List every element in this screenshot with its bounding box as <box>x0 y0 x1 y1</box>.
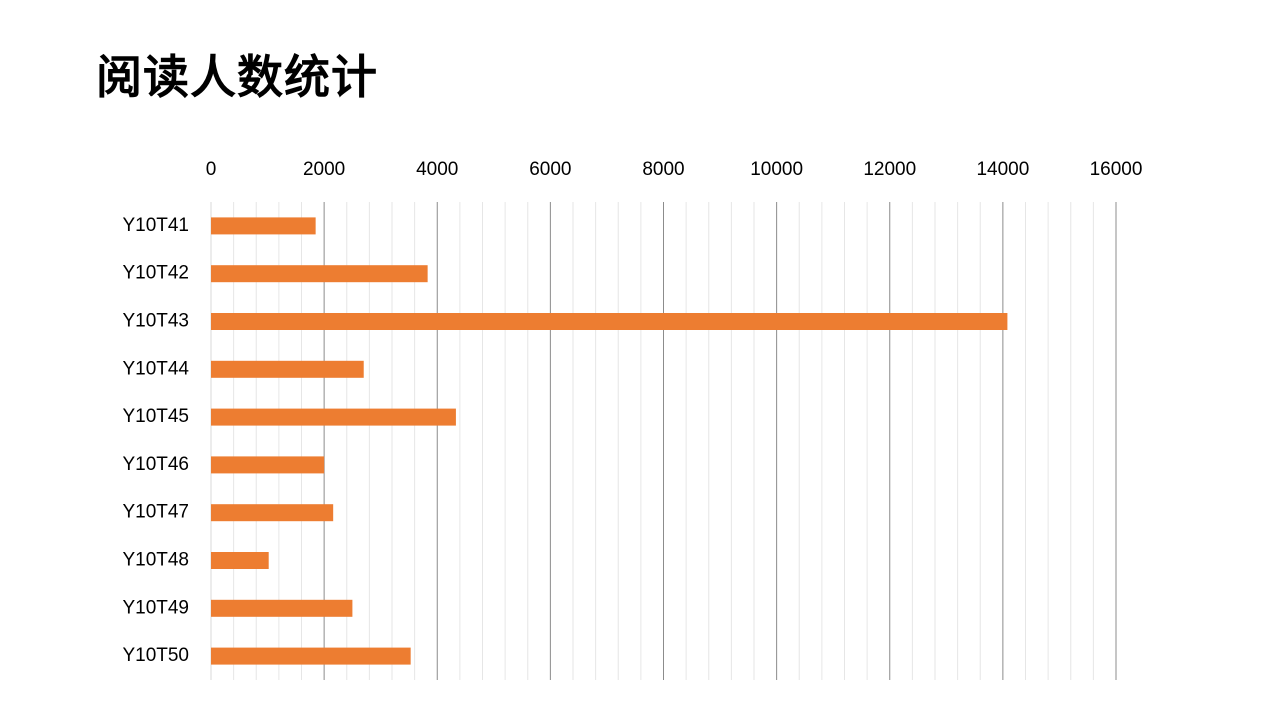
x-tick-label: 4000 <box>416 159 458 180</box>
category-label: Y10T44 <box>122 358 189 379</box>
bar <box>211 313 1008 330</box>
x-tick-label: 6000 <box>529 159 571 180</box>
category-label: Y10T42 <box>122 263 189 284</box>
bar <box>211 265 428 283</box>
x-tick-label: 10000 <box>750 159 803 180</box>
bar <box>211 647 411 665</box>
category-label: Y10T43 <box>122 311 189 332</box>
x-tick-label: 14000 <box>976 159 1029 180</box>
category-label: Y10T47 <box>122 502 189 523</box>
x-tick-label: 16000 <box>1090 159 1143 180</box>
category-label: Y10T45 <box>122 406 189 427</box>
x-tick-label: 0 <box>206 159 217 180</box>
bar <box>211 504 334 522</box>
x-tick-label: 2000 <box>303 159 345 180</box>
bar <box>211 456 325 474</box>
bar <box>211 599 353 617</box>
bar <box>211 217 316 235</box>
x-axis-ticks: 0 2000 4000 6000 8000 10000 12000 14000 16000 <box>206 159 1143 180</box>
category-labels: Y10T41 Y10T42 Y10T43 Y10T44 Y10T45 Y10T46 Y10T… <box>122 215 189 666</box>
bar <box>211 408 456 426</box>
x-tick-label: 12000 <box>863 159 916 180</box>
category-label: Y10T46 <box>122 454 189 475</box>
bars <box>211 217 1008 665</box>
x-tick-label: 8000 <box>642 159 684 180</box>
category-label: Y10T50 <box>122 645 189 666</box>
category-label: Y10T41 <box>122 215 189 236</box>
page-title: 阅读人数统计 <box>96 50 378 104</box>
bar <box>211 552 269 569</box>
bar <box>211 360 364 378</box>
category-label: Y10T49 <box>122 597 189 618</box>
category-label: Y10T48 <box>122 550 189 571</box>
